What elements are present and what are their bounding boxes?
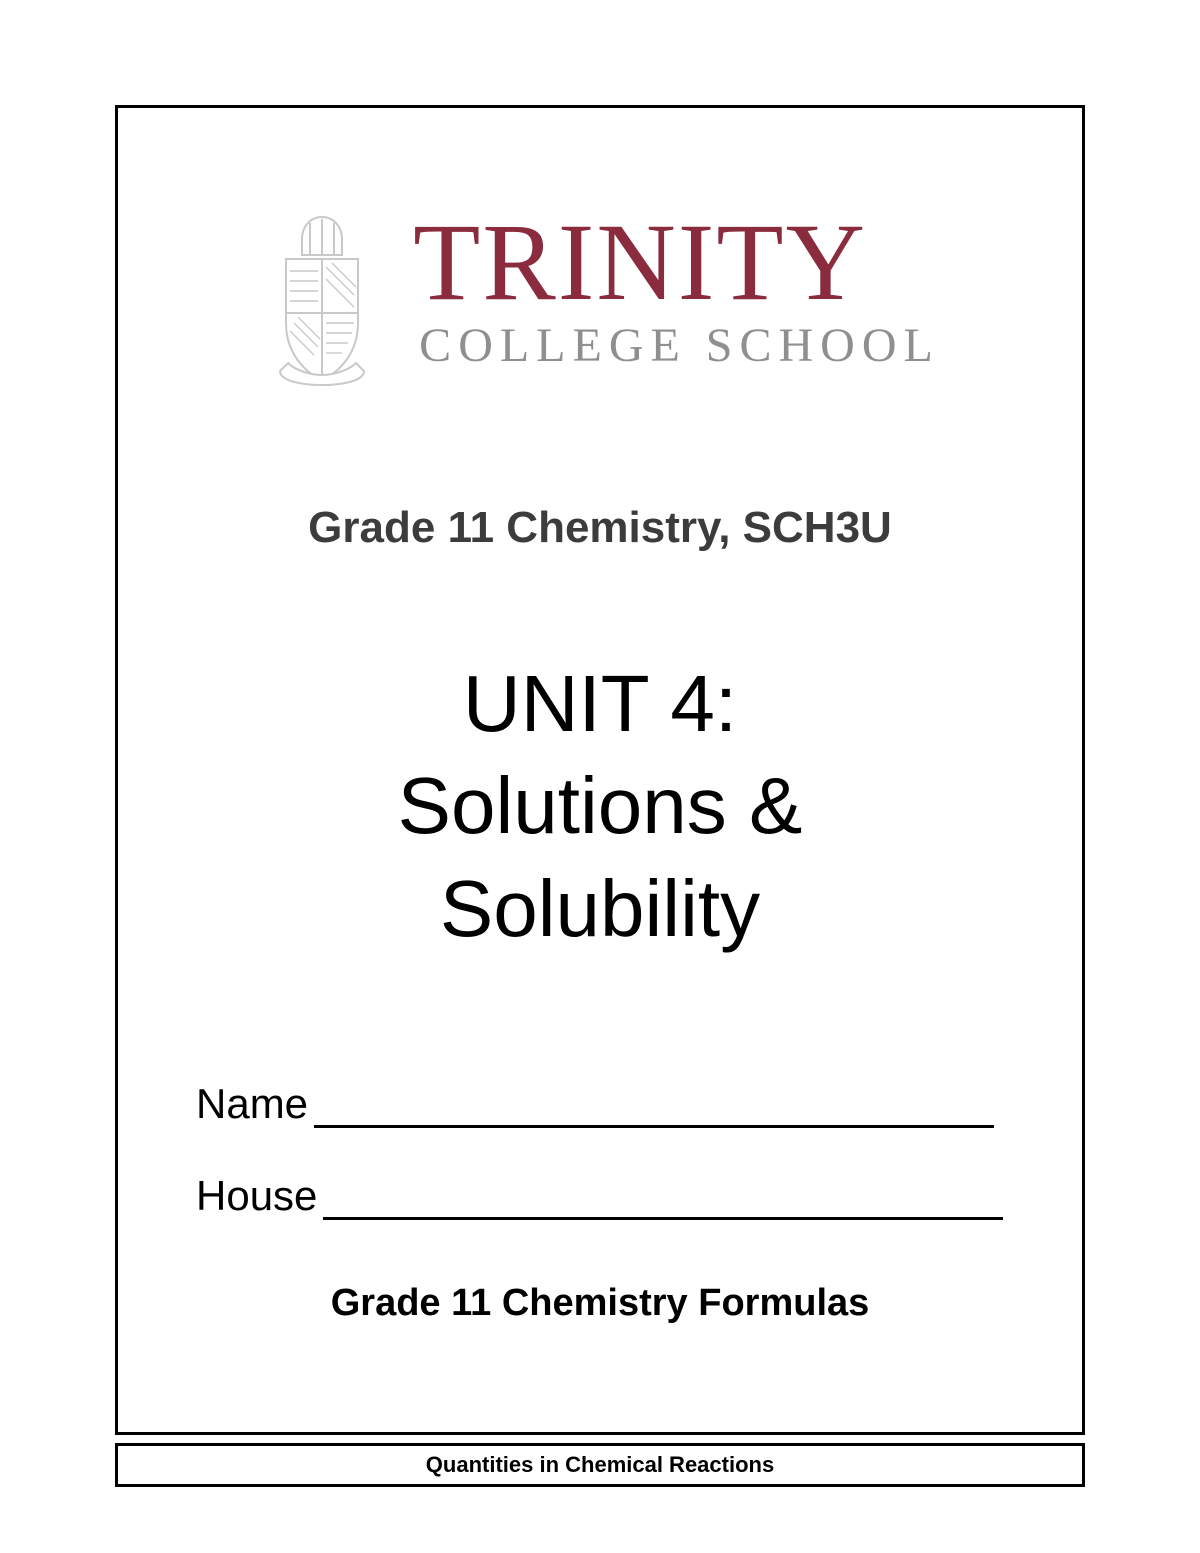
unit-line-3: Solubility — [398, 858, 803, 960]
logo-sub-text: COLLEGE SCHOOL — [419, 318, 940, 373]
name-label: Name — [196, 1080, 308, 1128]
unit-line-1: UNIT 4: — [398, 653, 803, 755]
name-field-row: Name — [196, 1080, 1032, 1128]
name-input-line[interactable] — [314, 1123, 994, 1128]
unit-line-2: Solutions & — [398, 755, 803, 857]
formulas-title: Grade 11 Chemistry Formulas — [331, 1282, 870, 1325]
logo-main-text: TRINITY — [413, 213, 867, 312]
school-logo: TRINITY COLLEGE SCHOOL — [260, 213, 940, 393]
house-field-row: House — [196, 1172, 1032, 1220]
subsection-band: Quantities in Chemical Reactions — [115, 1443, 1085, 1487]
house-input-line[interactable] — [323, 1215, 1003, 1220]
page: TRINITY COLLEGE SCHOOL Grade 11 Chemistr… — [0, 0, 1200, 1553]
course-title: Grade 11 Chemistry, SCH3U — [308, 503, 892, 553]
outer-frame: TRINITY COLLEGE SCHOOL Grade 11 Chemistr… — [115, 105, 1085, 1435]
logo-text-block: TRINITY COLLEGE SCHOOL — [413, 213, 940, 373]
fields-block: Name House — [168, 1080, 1032, 1264]
unit-title: UNIT 4: Solutions & Solubility — [398, 653, 803, 960]
house-label: House — [196, 1172, 317, 1220]
crest-icon — [260, 213, 385, 393]
subsection-title: Quantities in Chemical Reactions — [426, 1452, 774, 1478]
